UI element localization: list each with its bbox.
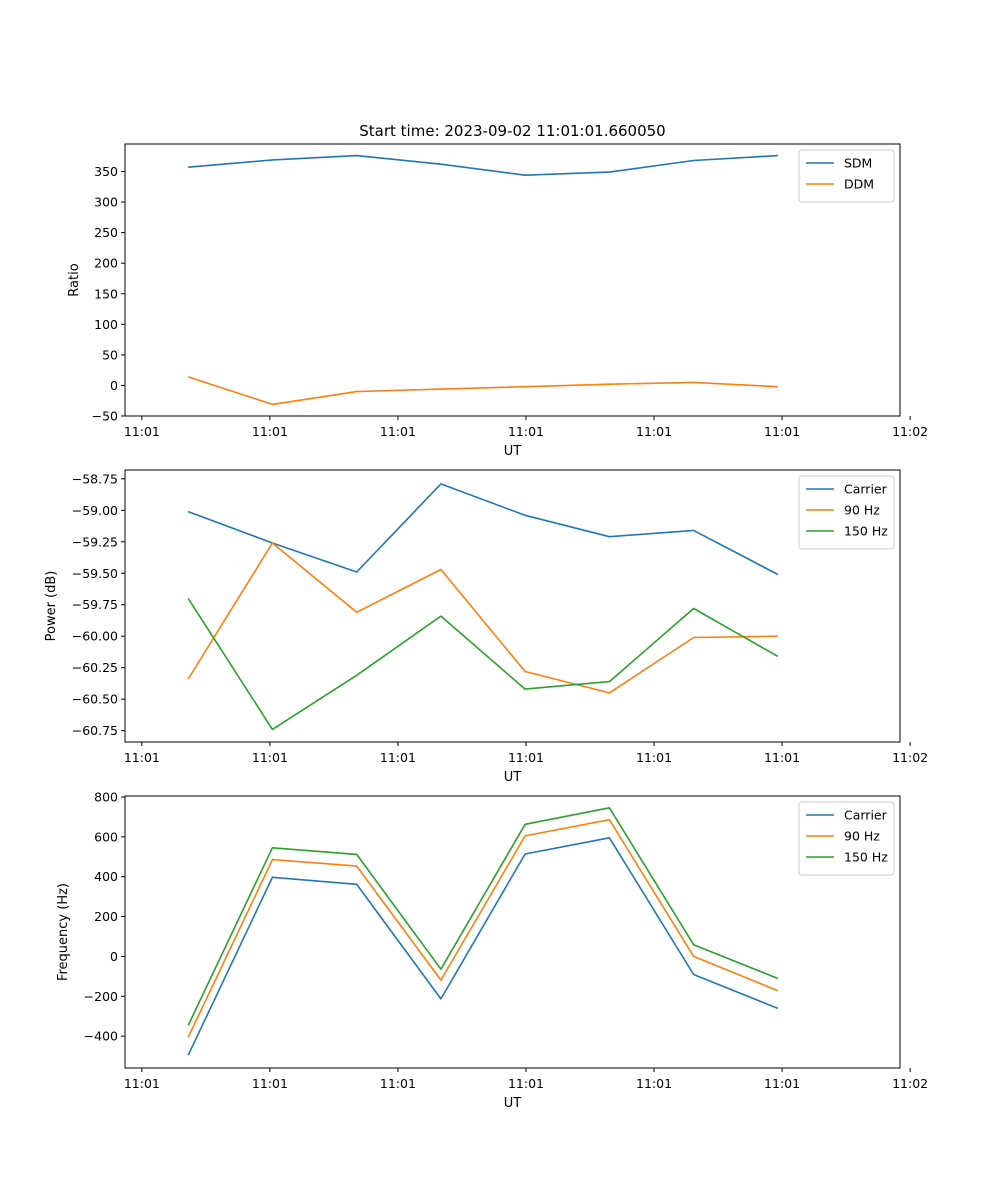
x-tick-label: 11:01 [252,750,288,765]
y-tick-label: −60.75 [72,723,118,738]
legend-label: DDM [844,177,874,192]
y-tick-label: 200 [94,909,118,924]
legend: Carrier 90 Hz 150 Hz [799,802,894,875]
y-tick-label: −60.25 [72,660,118,675]
series-line-90-hz [188,543,778,693]
x-tick-label: 11:01 [636,1076,672,1091]
series-line-carrier [188,484,778,575]
x-tick-label: 11:01 [380,750,416,765]
x-tick-label: 11:01 [636,750,672,765]
x-axis-label: UT [504,444,522,459]
x-tick-label: 11:01 [124,424,160,439]
legend: SDM DDM [799,150,894,202]
y-tick-label: −60.00 [72,629,118,644]
y-tick-label: 50 [102,347,118,362]
x-tick-label: 11:01 [380,424,416,439]
y-axis-label: Ratio [67,263,82,296]
x-tick-label: 11:01 [508,424,544,439]
y-axis-label: Power (dB) [44,571,59,642]
y-tick-label: −400 [84,1029,118,1044]
x-tick-label: 11:02 [892,750,928,765]
y-tick-label: −50 [92,409,118,424]
legend: Carrier 90 Hz 150 Hz [799,476,894,549]
x-tick-label: 11:01 [252,424,288,439]
chart-panel-1: −50 0 50 100 150 200 250 300 350 11:01 11:01 11:01 1… [67,144,928,459]
y-axis-label: Frequency (Hz) [56,883,71,981]
series-line-150-hz [188,808,778,1026]
y-tick-label: 400 [94,869,118,884]
y-tick-label: −59.00 [72,503,118,518]
x-axis-label: UT [504,770,522,785]
legend-label: 150 Hz [844,524,888,539]
y-tick-label: 800 [94,789,118,804]
x-tick-label: 11:01 [764,750,800,765]
series-line-sdm [188,156,778,176]
x-tick-label: 11:01 [508,750,544,765]
x-tick-label: 11:02 [892,424,928,439]
x-tick-label: 11:01 [508,1076,544,1091]
figure: Start time: 2023-09-02 11:01:01.660050 −… [0,0,1000,1200]
y-tick-label: 300 [94,195,118,210]
chart-panel-3: −400 −200 0 200 400 600 800 11:01 11:01 11:01 11:0… [56,789,928,1111]
y-tick-label: 250 [94,225,118,240]
y-tick-label: −200 [84,989,118,1004]
series-line-90-hz [188,820,778,1038]
x-tick-label: 11:01 [764,424,800,439]
y-tick-label: 0 [110,949,118,964]
x-tick-label: 11:02 [892,1076,928,1091]
x-axis-label: UT [504,1096,522,1111]
x-tick-label: 11:01 [380,1076,416,1091]
legend-label: Carrier [844,482,888,497]
x-tick-label: 11:01 [124,1076,160,1091]
axes-frame [125,144,900,416]
y-tick-label: 150 [94,286,118,301]
series-line-carrier [188,838,778,1055]
y-tick-label: −59.75 [72,597,118,612]
legend-label: SDM [844,156,872,171]
y-tick-label: 100 [94,317,118,332]
y-tick-label: −59.25 [72,534,118,549]
x-tick-label: 11:01 [252,1076,288,1091]
chart-panel-2: −60.75 −60.50 −60.25 −60.00 −59.75 −59.50 −59.… [44,470,928,785]
axes-frame [125,796,900,1068]
series-line-ddm [188,377,778,405]
x-tick-label: 11:01 [636,424,672,439]
legend-label: 90 Hz [844,829,880,844]
y-tick-label: 0 [110,378,118,393]
figure-title: Start time: 2023-09-02 11:01:01.660050 [359,122,665,140]
series-line-150-hz [188,598,778,729]
legend-label: Carrier [844,808,888,823]
y-tick-label: −60.50 [72,692,118,707]
y-tick-label: 200 [94,256,118,271]
x-tick-label: 11:01 [764,1076,800,1091]
y-tick-label: 600 [94,829,118,844]
y-tick-label: −59.50 [72,566,118,581]
y-tick-label: 350 [94,164,118,179]
y-tick-label: −58.75 [72,471,118,486]
legend-label: 90 Hz [844,503,880,518]
x-tick-label: 11:01 [124,750,160,765]
legend-label: 150 Hz [844,850,888,865]
